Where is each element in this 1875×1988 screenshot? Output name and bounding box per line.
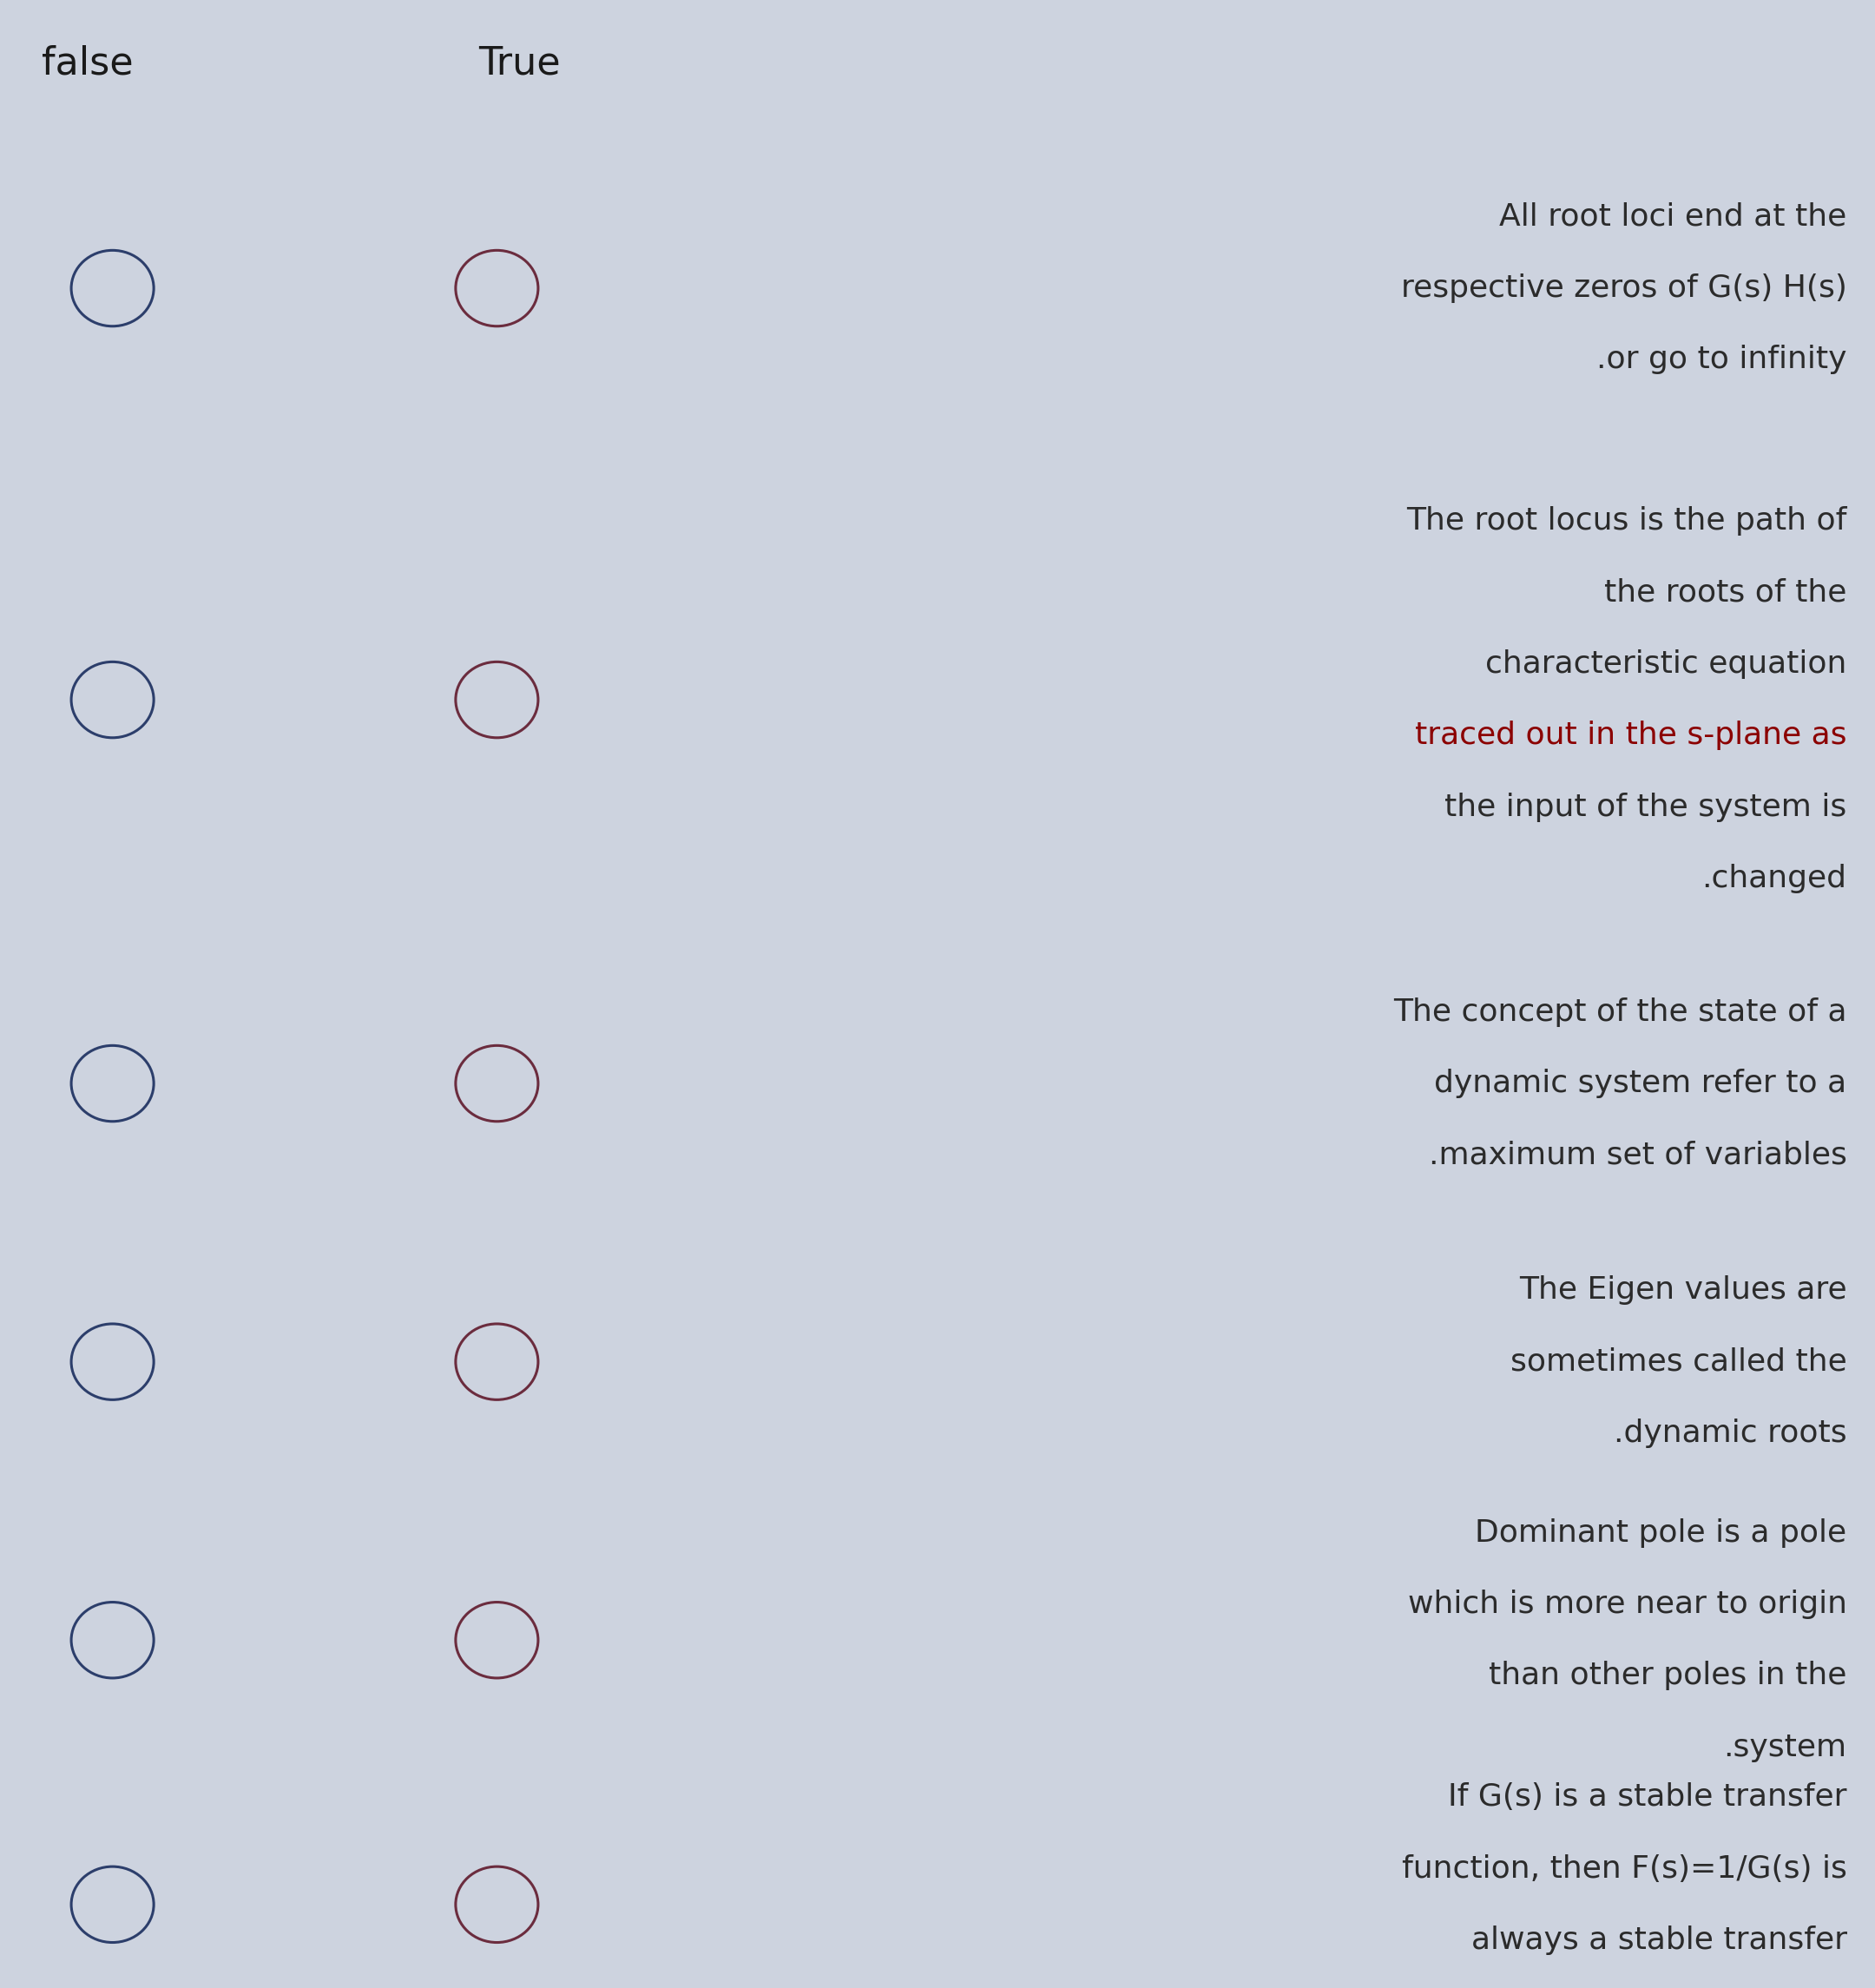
Text: If G(s) is a stable transfer: If G(s) is a stable transfer bbox=[1448, 1783, 1847, 1811]
Text: .changed: .changed bbox=[1702, 865, 1847, 893]
Text: .maximum set of variables: .maximum set of variables bbox=[1429, 1141, 1847, 1169]
Text: the roots of the: the roots of the bbox=[1605, 579, 1847, 606]
Text: function, then F(s)=1/G(s) is: function, then F(s)=1/G(s) is bbox=[1402, 1855, 1847, 1883]
Text: dynamic system refer to a: dynamic system refer to a bbox=[1434, 1070, 1847, 1097]
Text: .dynamic roots: .dynamic roots bbox=[1614, 1419, 1847, 1447]
Text: respective zeros of G(s) H(s): respective zeros of G(s) H(s) bbox=[1401, 274, 1847, 302]
Text: traced out in the s-plane as: traced out in the s-plane as bbox=[1416, 722, 1847, 749]
Text: The Eigen values are: The Eigen values are bbox=[1519, 1276, 1847, 1304]
Text: True: True bbox=[478, 46, 561, 82]
Text: false: false bbox=[41, 46, 133, 82]
Text: the input of the system is: the input of the system is bbox=[1446, 793, 1847, 821]
Text: sometimes called the: sometimes called the bbox=[1509, 1348, 1847, 1376]
Text: than other poles in the: than other poles in the bbox=[1489, 1662, 1847, 1690]
Text: always a stable transfer: always a stable transfer bbox=[1472, 1926, 1847, 1954]
Text: which is more near to origin: which is more near to origin bbox=[1408, 1590, 1847, 1618]
Text: Dominant pole is a pole: Dominant pole is a pole bbox=[1476, 1519, 1847, 1547]
Text: All root loci end at the: All root loci end at the bbox=[1500, 203, 1847, 231]
Text: .system: .system bbox=[1723, 1734, 1847, 1761]
Text: characteristic equation: characteristic equation bbox=[1485, 650, 1847, 678]
Text: The root locus is the path of: The root locus is the path of bbox=[1406, 507, 1847, 535]
Text: The concept of the state of a: The concept of the state of a bbox=[1393, 998, 1847, 1026]
Text: .or go to infinity: .or go to infinity bbox=[1596, 346, 1847, 374]
